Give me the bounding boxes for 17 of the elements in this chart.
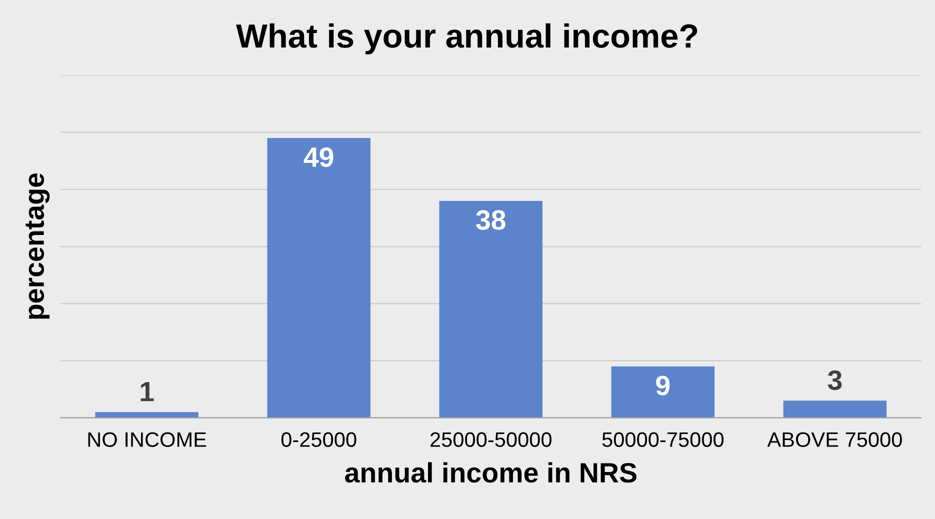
chart-title: What is your annual income?	[236, 23, 698, 54]
x-tick-label: NO INCOME	[88, 432, 206, 447]
x-axis-title: annual income in NRS	[345, 462, 636, 483]
data-label: 9	[656, 376, 670, 396]
bar	[439, 200, 542, 418]
x-tick-label: 0-25000	[281, 432, 356, 447]
bar	[611, 366, 715, 418]
bar	[267, 138, 370, 418]
x-tick-label: 50000-75000	[602, 432, 724, 447]
y-axis-title: percentage	[26, 173, 50, 319]
x-tick-label: 25000-50000	[430, 432, 552, 447]
x-tick-label: ABOVE 75000	[767, 432, 902, 447]
data-label: 49	[304, 147, 334, 168]
data-label: 1	[140, 382, 154, 402]
data-label: 3	[828, 370, 842, 390]
data-label: 38	[476, 210, 506, 230]
bar	[783, 400, 887, 418]
